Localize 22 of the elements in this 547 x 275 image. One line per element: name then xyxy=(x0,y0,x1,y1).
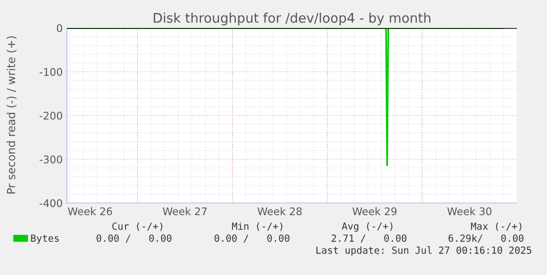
y-tick-label: -100 xyxy=(40,68,62,76)
text: 0.00 / 0.00 xyxy=(96,234,172,243)
text: 0.00 / 0.00 xyxy=(214,234,290,243)
text: Cur (-/+) xyxy=(112,222,162,231)
y-tick-label: -300 xyxy=(40,155,62,164)
legend-label: Bytes xyxy=(31,234,59,244)
x-tick-label: Week 26 xyxy=(68,207,112,216)
x-tick-label: Week 30 xyxy=(447,207,492,216)
text: Avg (-/+) xyxy=(342,222,392,232)
chart-title: Disk throughput for /dev/loop4 - by month xyxy=(154,12,430,26)
x-tick-label: Week 29 xyxy=(352,207,397,216)
y-tick-label: -400 xyxy=(40,199,62,208)
text: 2.71 / 0.00 xyxy=(332,234,406,243)
x-tick-label: Week 28 xyxy=(258,207,302,216)
x-tick-label: Week 27 xyxy=(162,207,207,216)
y-axis-title: Pr second read (-) / write (+) xyxy=(6,36,17,194)
text: Max (-/+) xyxy=(471,222,522,231)
text: Last update: Sun Jul 27 00:16:10 2025 xyxy=(316,246,532,256)
y-tick-label: -200 xyxy=(40,112,62,120)
text: Min (-/+) xyxy=(232,222,282,231)
text: 6.29k/ 0.00 xyxy=(448,234,524,243)
y-tick-label: 0 xyxy=(56,24,62,32)
